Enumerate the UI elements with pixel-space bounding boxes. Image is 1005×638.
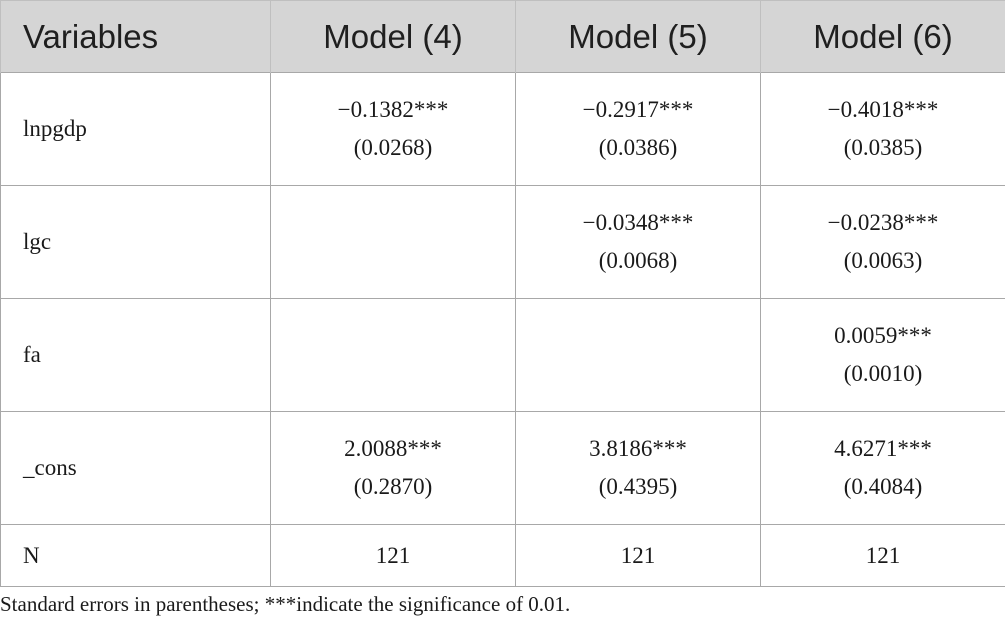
coefficient: −0.0238*** <box>827 210 939 235</box>
table-row: lgc −0.0348*** (0.0068) −0.0238*** (0.00… <box>0 185 1005 299</box>
header-model-4: Model (4) <box>270 0 516 73</box>
standard-error: (0.4395) <box>598 474 678 499</box>
table-header: Variables Model (4) Model (5) Model (6) <box>0 0 1005 73</box>
table-cell: 4.6271*** (0.4084) <box>760 411 1005 525</box>
table-cell: −0.0238*** (0.0063) <box>760 185 1005 299</box>
coefficient: 0.0059*** <box>834 323 932 348</box>
table-cell: −0.0348*** (0.0068) <box>515 185 761 299</box>
standard-error: (0.0386) <box>598 135 678 160</box>
header-row: Variables Model (4) Model (5) Model (6) <box>0 0 1005 73</box>
observations-row: N 121 121 121 <box>0 524 1005 587</box>
header-model-5: Model (5) <box>515 0 761 73</box>
coefficient: −0.2917*** <box>582 97 694 122</box>
standard-error: (0.2870) <box>353 474 433 499</box>
observations-value: 121 <box>270 524 516 587</box>
variable-name: N <box>0 524 271 587</box>
variable-name: lgc <box>0 185 271 299</box>
standard-error: (0.0010) <box>843 361 923 386</box>
table-footnote: Standard errors in parentheses; ***indic… <box>0 592 571 616</box>
coefficient: −0.4018*** <box>827 97 939 122</box>
header-variables: Variables <box>0 0 271 73</box>
standard-error: (0.4084) <box>843 474 923 499</box>
coefficient: 2.0088*** <box>344 436 442 461</box>
table-row: _cons 2.0088*** (0.2870) 3.8186*** (0.43… <box>0 411 1005 525</box>
table-cell: −0.2917*** (0.0386) <box>515 72 761 186</box>
table-cell: −0.4018*** (0.0385) <box>760 72 1005 186</box>
table-cell <box>270 185 516 299</box>
variable-name: _cons <box>0 411 271 525</box>
coefficient: −0.0348*** <box>582 210 694 235</box>
table-row: fa 0.0059*** (0.0010) <box>0 298 1005 412</box>
table-body: lnpgdp −0.1382*** (0.0268) −0.2917*** (0… <box>0 72 1005 587</box>
regression-table-container: Variables Model (4) Model (5) Model (6) … <box>0 0 1005 587</box>
standard-error: (0.0385) <box>843 135 923 160</box>
coefficient: −0.1382*** <box>337 97 449 122</box>
observations-value: 121 <box>760 524 1005 587</box>
regression-table: Variables Model (4) Model (5) Model (6) … <box>0 0 1005 587</box>
table-row: lnpgdp −0.1382*** (0.0268) −0.2917*** (0… <box>0 72 1005 186</box>
coefficient: 4.6271*** <box>834 436 932 461</box>
standard-error: (0.0268) <box>353 135 433 160</box>
header-model-6: Model (6) <box>760 0 1005 73</box>
coefficient: 3.8186*** <box>589 436 687 461</box>
table-cell: 3.8186*** (0.4395) <box>515 411 761 525</box>
observations-value: 121 <box>515 524 761 587</box>
table-cell <box>515 298 761 412</box>
variable-name: fa <box>0 298 271 412</box>
table-cell: −0.1382*** (0.0268) <box>270 72 516 186</box>
standard-error: (0.0063) <box>843 248 923 273</box>
standard-error: (0.0068) <box>598 248 678 273</box>
table-cell: 0.0059*** (0.0010) <box>760 298 1005 412</box>
table-cell <box>270 298 516 412</box>
variable-name: lnpgdp <box>0 72 271 186</box>
table-cell: 2.0088*** (0.2870) <box>270 411 516 525</box>
